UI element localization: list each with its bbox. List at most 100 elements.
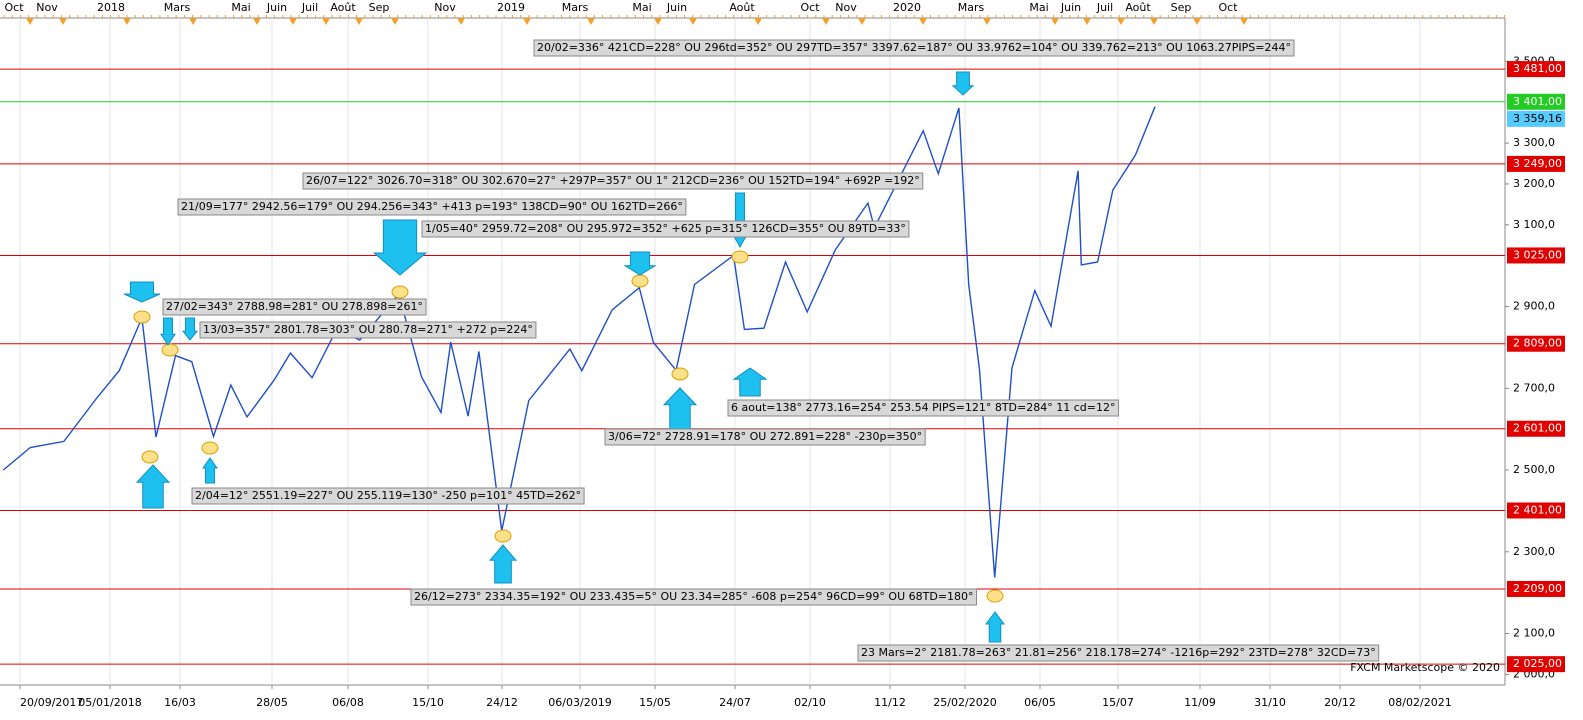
y-tick-label: 2 500,0	[1513, 463, 1555, 476]
top-axis-label: Nov	[434, 1, 456, 14]
top-axis-marker	[754, 18, 762, 25]
top-axis-marker	[59, 18, 67, 25]
annotation-text: 23 Mars=2° 2181.78=263° 21.81=256° 218.1…	[861, 646, 1376, 659]
annotation-text: 20/02=336° 421CD=228° OU 296td=352° OU 2…	[537, 41, 1291, 54]
top-axis-label: Août	[1125, 1, 1151, 14]
annotation-text: 13/03=357° 2801.78=303° OU 280.78=271° +…	[203, 323, 533, 336]
x-tick-label: 02/10	[794, 696, 826, 709]
top-axis-label: Juin	[666, 1, 687, 14]
annotation-box	[302, 172, 924, 190]
x-tick-label: 25/02/2020	[933, 696, 996, 709]
top-axis-label: Août	[330, 1, 356, 14]
top-axis-marker	[391, 18, 399, 25]
top-axis-marker	[587, 18, 595, 25]
marker-ellipse	[141, 450, 159, 464]
y-tick-label: 3 100,0	[1513, 218, 1555, 231]
level-label-box	[1507, 420, 1565, 437]
top-axis-label: Juil	[301, 1, 318, 14]
annotation-box	[162, 298, 427, 316]
x-tick-label: 05/01/2018	[78, 696, 141, 709]
x-tick-label: 16/03	[164, 696, 196, 709]
x-tick-label: 28/05	[256, 696, 288, 709]
arrow	[623, 251, 657, 276]
annotation: 26/12=273° 2334.35=192° OU 233.435=5° OU…	[410, 588, 978, 606]
y-tick-label: 2 300,0	[1513, 545, 1555, 558]
top-axis-marker	[1051, 18, 1059, 25]
annotation: 2/04=12° 2551.19=227° OU 255.119=130° -2…	[191, 487, 585, 505]
marker-ellipse	[731, 250, 749, 264]
y-tick-label: 3 300,0	[1513, 136, 1555, 149]
annotation: 23 Mars=2° 2181.78=263° 21.81=256° 218.1…	[857, 644, 1380, 662]
annotation: 26/07=122° 3026.70=318° OU 302.670=27° +…	[302, 172, 924, 190]
annotation-box	[191, 487, 585, 505]
top-axis-label: Oct	[800, 1, 820, 14]
level-label-box	[1507, 580, 1565, 597]
top-axis-marker	[123, 18, 131, 25]
arrow	[123, 281, 161, 303]
arrow	[135, 464, 171, 509]
top-axis-marker	[26, 18, 34, 25]
top-axis-label: Sep	[1171, 1, 1192, 14]
marker-ellipse	[986, 589, 1004, 603]
top-axis-marker	[919, 18, 927, 25]
arrow	[372, 219, 428, 276]
top-axis-marker	[654, 18, 662, 25]
y-tick-label: 2 700,0	[1513, 381, 1555, 394]
level-label: 2 809,00	[1513, 337, 1562, 350]
top-axis-marker	[523, 18, 531, 25]
annotation-text: 1/05=40° 2959.72=208° OU 295.972=352° +6…	[425, 222, 906, 235]
top-axis-marker	[1240, 18, 1248, 25]
x-tick-label: 11/12	[874, 696, 906, 709]
level-label-box	[1507, 656, 1565, 673]
level-label: 2 601,00	[1513, 422, 1562, 435]
marker-ellipse	[494, 529, 512, 543]
x-tick-label: 20/12	[1324, 696, 1356, 709]
annotation-box	[604, 428, 926, 446]
top-axis-marker	[689, 18, 697, 25]
top-axis-marker	[822, 18, 830, 25]
annotation: 20/02=336° 421CD=228° OU 296td=352° OU 2…	[533, 39, 1295, 57]
level-label-box	[1507, 247, 1565, 264]
top-axis-label: Sep	[369, 1, 390, 14]
top-axis-marker	[289, 18, 297, 25]
arrow	[202, 457, 218, 484]
marker-ellipse	[201, 441, 219, 455]
arrow	[181, 317, 199, 341]
level-label-box	[1507, 61, 1565, 78]
annotation: 27/02=343° 2788.98=281° OU 278.898=261°	[162, 298, 427, 316]
y-tick-label: 2 100,0	[1513, 627, 1555, 640]
top-axis-marker	[457, 18, 465, 25]
annotation: 1/05=40° 2959.72=208° OU 295.972=352° +6…	[421, 220, 910, 238]
marker-ellipse	[391, 285, 409, 299]
level-label-box	[1507, 155, 1565, 172]
last-price-label: 3 359,16	[1513, 112, 1562, 125]
x-tick-label: 31/10	[1254, 696, 1286, 709]
top-axis-label: Oct	[1218, 1, 1238, 14]
top-axis-marker	[253, 18, 261, 25]
annotation-box	[199, 321, 537, 339]
top-axis-label: Mars	[958, 1, 985, 14]
x-tick-label: 24/12	[486, 696, 518, 709]
annotation-text: 27/02=343° 2788.98=281° OU 278.898=261°	[166, 300, 423, 313]
annotation-box	[533, 39, 1295, 57]
arrow	[732, 367, 768, 397]
price-line	[2, 106, 1156, 578]
top-axis-marker	[189, 18, 197, 25]
top-axis-label: Août	[729, 1, 755, 14]
top-axis-label: Nov	[36, 1, 58, 14]
annotation-text: 2/04=12° 2551.19=227° OU 255.119=130° -2…	[195, 489, 581, 502]
annotation: 13/03=357° 2801.78=303° OU 280.78=271° +…	[199, 321, 537, 339]
x-tick-label: 20/09/2017	[20, 696, 83, 709]
arrow	[732, 192, 748, 249]
top-axis-marker	[983, 18, 991, 25]
top-axis-label: 2020	[893, 1, 921, 14]
level-label: 3 249,00	[1513, 157, 1562, 170]
annotation-box	[410, 588, 978, 606]
top-axis-label: 2019	[497, 1, 525, 14]
top-axis-marker	[1150, 18, 1158, 25]
top-axis-label: Nov	[835, 1, 857, 14]
x-tick-label: 06/08	[332, 696, 364, 709]
